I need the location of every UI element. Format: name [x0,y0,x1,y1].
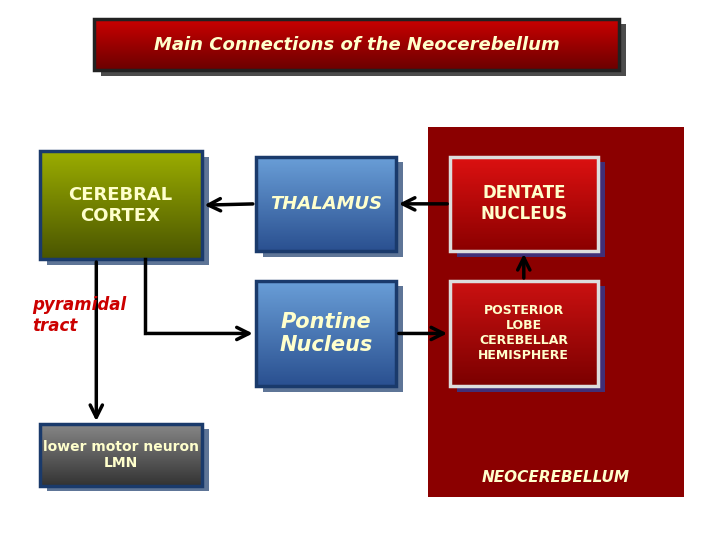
Bar [428,127,684,497]
Bar [40,424,202,486]
Bar [47,157,209,265]
Bar [263,286,403,391]
Bar [256,157,396,251]
Bar [101,24,626,76]
Text: POSTERIOR
LOBE
CEREBELLAR
HEMISPHERE: POSTERIOR LOBE CEREBELLAR HEMISPHERE [478,305,570,362]
Bar [263,162,403,256]
Bar [94,19,619,70]
Text: Main Connections of the Neocerebellum: Main Connections of the Neocerebellum [153,36,559,53]
Text: CEREBRAL
CORTEX: CEREBRAL CORTEX [68,186,173,225]
Bar [256,281,396,386]
Bar [457,162,605,256]
Text: THALAMUS: THALAMUS [270,195,382,213]
Bar [40,151,202,259]
Text: lower motor neuron
LMN: lower motor neuron LMN [42,440,199,470]
Bar [457,286,605,391]
Text: NEOCEREBELLUM: NEOCEREBELLUM [482,470,630,485]
Bar [450,281,598,386]
Text: pyramidal
tract: pyramidal tract [32,296,127,335]
Bar [47,429,209,491]
Text: DENTATE
NUCLEUS: DENTATE NUCLEUS [480,185,567,223]
Bar [450,157,598,251]
Text: Pontine
Nucleus: Pontine Nucleus [279,312,372,355]
